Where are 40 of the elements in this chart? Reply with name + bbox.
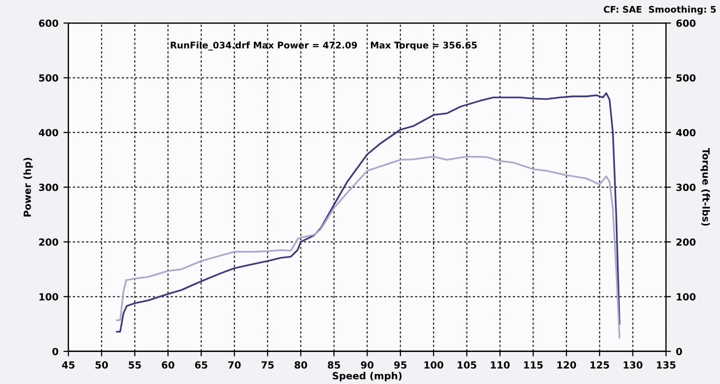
x-tick-label: 70 [228, 361, 241, 369]
x-tick-label: 65 [195, 361, 208, 369]
x-tick-label: 90 [360, 361, 374, 369]
x-tick-label: 60 [162, 361, 174, 369]
y-tick-label: 200 [39, 238, 58, 246]
x-tick-label: 115 [524, 361, 543, 369]
y2-tick-label: 400 [676, 128, 696, 136]
y-tick-label: 0 [52, 348, 58, 356]
y2-tick-label: 100 [676, 293, 696, 300]
x-tick-label: 130 [624, 361, 642, 369]
x-tick-label: 75 [261, 361, 274, 369]
y2-tick-label: 600 [676, 20, 696, 27]
x-tick-label: 45 [62, 361, 74, 369]
annotation: RunFile_034.drf Max Power = 472.09 Max Torque = 356.65 [170, 42, 477, 51]
x-tick-label: 55 [128, 361, 141, 369]
text: CF: SAE Smoothing: 5 [604, 6, 716, 15]
x-tick-label: 85 [328, 361, 340, 369]
y-tick-label: 100 [39, 293, 58, 300]
x-tick-label: 50 [96, 361, 108, 369]
x-tick-label: 100 [424, 361, 444, 369]
line-series [116, 156, 620, 339]
y-tick-label: 400 [38, 128, 58, 136]
x-tick-label: 110 [490, 361, 510, 369]
y-axis-title: Power (hp) [23, 158, 33, 216]
line-series [116, 92, 620, 332]
x-axis-title: Speed (mph) [332, 372, 402, 382]
x-tick-label: 105 [458, 361, 476, 369]
x-tick-label: 125 [590, 361, 610, 369]
y2-tick-label: 500 [676, 74, 696, 82]
x-tick-label: 80 [294, 361, 308, 369]
y-tick-label: 300 [39, 184, 58, 192]
y-tick-label: 600 [38, 20, 58, 27]
y2-axis-title: Torque (ft-lbs) [700, 148, 710, 226]
y2-tick-label: 300 [676, 184, 696, 192]
y-tick-label: 500 [39, 74, 58, 82]
x-tick-label: 95 [394, 361, 406, 369]
y2-tick-label: 200 [676, 238, 696, 246]
y2-tick-label: 0 [676, 348, 682, 356]
x-tick-label: 135 [656, 361, 676, 369]
x-tick-label: 120 [557, 361, 576, 369]
